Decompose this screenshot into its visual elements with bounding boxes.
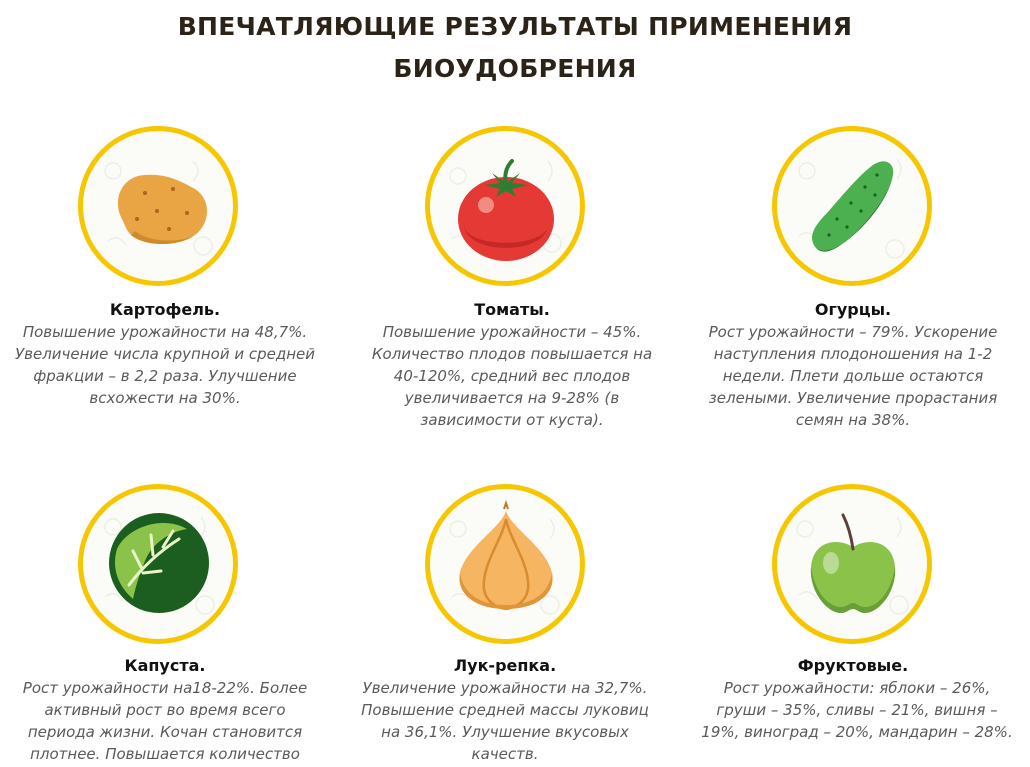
cabbage-icon xyxy=(104,513,215,615)
title-line-1: ВПЕЧАТЛЯЮЩИЕ РЕЗУЛЬТАТЫ ПРИМЕНЕНИЯ xyxy=(177,12,853,41)
title-line-2: БИОУДОБРЕНИЯ xyxy=(393,54,637,83)
apple-circle xyxy=(772,484,932,644)
potato-title: Картофель. xyxy=(109,300,221,319)
onion-circle xyxy=(425,484,585,644)
onion-title: Лук-репка. xyxy=(453,656,557,675)
cucumber-circle xyxy=(772,126,932,286)
cucumber-description: Рост урожайности – 79%. Ускорение наступ… xyxy=(708,323,998,429)
potato-description: Повышение урожайности на 48,7%. Увеличен… xyxy=(14,323,316,407)
cucumber-title: Огурцы. xyxy=(814,300,892,319)
tomato-description: Повышение урожайности – 45%. Количество … xyxy=(371,323,653,429)
tomato-icon xyxy=(449,159,562,261)
onion-description: Увеличение урожайности на 32,7%. Повышен… xyxy=(361,679,649,763)
apple-title: Фруктовые. xyxy=(797,656,909,675)
cabbage-circle xyxy=(78,484,238,644)
apple-icon xyxy=(796,513,909,615)
onion-icon xyxy=(449,499,560,615)
page-title: ВПЕЧАТЛЯЮЩИЕ РЕЗУЛЬТАТЫ ПРИМЕНЕНИЯ БИОУД… xyxy=(0,6,1030,90)
potato-circle xyxy=(78,126,238,286)
potato-icon xyxy=(104,160,213,256)
tomato-circle xyxy=(425,126,585,286)
fruits-description: Рост урожайности: яблоки – 26%, груши – … xyxy=(701,679,1013,741)
cucumber-icon xyxy=(798,158,905,259)
cabbage-title: Капуста. xyxy=(124,656,206,675)
tomato-title: Томаты. xyxy=(474,300,550,319)
cabbage-description: Рост урожайности на18-22%. Более активны… xyxy=(22,679,308,763)
